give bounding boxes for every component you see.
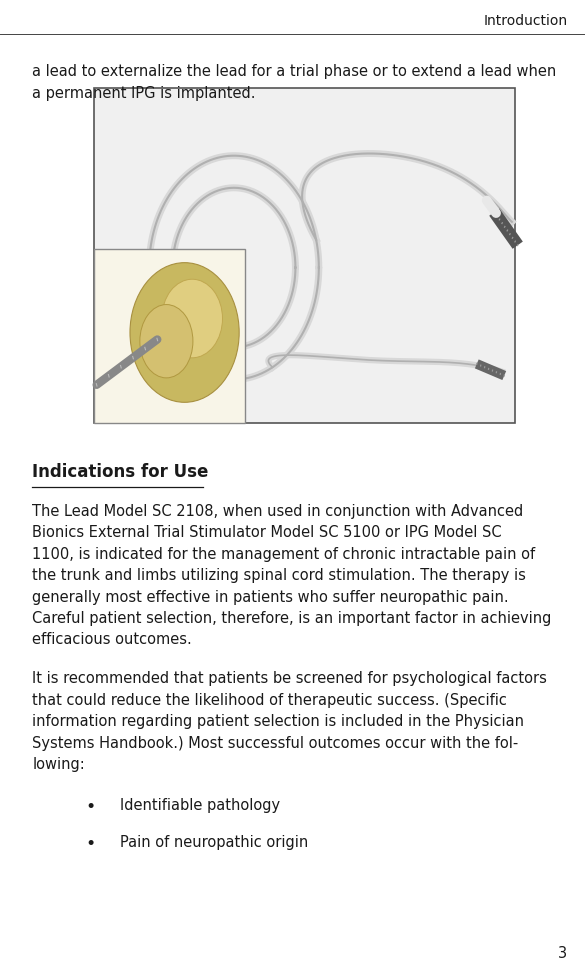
Text: a permanent IPG is implanted.: a permanent IPG is implanted. [32, 86, 256, 100]
Text: It is recommended that patients be screened for psychological factors: It is recommended that patients be scree… [32, 671, 547, 686]
Text: Bionics External Trial Stimulator Model SC 5100 or IPG Model SC: Bionics External Trial Stimulator Model … [32, 525, 502, 540]
Text: generally most effective in patients who suffer neuropathic pain.: generally most effective in patients who… [32, 590, 509, 604]
Text: information regarding patient selection is included in the Physician: information regarding patient selection … [32, 714, 524, 729]
Text: Identifiable pathology: Identifiable pathology [120, 798, 280, 812]
Text: •: • [85, 835, 96, 853]
Bar [94, 249, 245, 423]
Text: Introduction: Introduction [483, 15, 567, 28]
Ellipse shape [140, 305, 193, 378]
Text: The Lead Model SC 2108, when used in conjunction with Advanced: The Lead Model SC 2108, when used in con… [32, 504, 524, 519]
Text: Careful patient selection, therefore, is an important factor in achieving: Careful patient selection, therefore, is… [32, 611, 552, 626]
Text: efficacious outcomes.: efficacious outcomes. [32, 632, 192, 647]
Text: 3: 3 [558, 947, 567, 961]
Text: Pain of neuropathic origin: Pain of neuropathic origin [120, 835, 308, 850]
Text: that could reduce the likelihood of therapeutic success. (Specific: that could reduce the likelihood of ther… [32, 693, 507, 707]
Text: a lead to externalize the lead for a trial phase or to extend a lead when: a lead to externalize the lead for a tri… [32, 64, 556, 79]
Ellipse shape [162, 279, 222, 358]
Text: the trunk and limbs utilizing spinal cord stimulation. The therapy is: the trunk and limbs utilizing spinal cor… [32, 568, 526, 583]
Text: Indications for Use: Indications for Use [32, 463, 208, 481]
Ellipse shape [130, 263, 239, 402]
Text: lowing:: lowing: [32, 757, 85, 772]
Bar [94, 88, 515, 423]
Text: Systems Handbook.) Most successful outcomes occur with the fol-: Systems Handbook.) Most successful outco… [32, 736, 518, 750]
Text: 1100, is indicated for the management of chronic intractable pain of: 1100, is indicated for the management of… [32, 547, 535, 561]
Text: •: • [85, 798, 96, 815]
